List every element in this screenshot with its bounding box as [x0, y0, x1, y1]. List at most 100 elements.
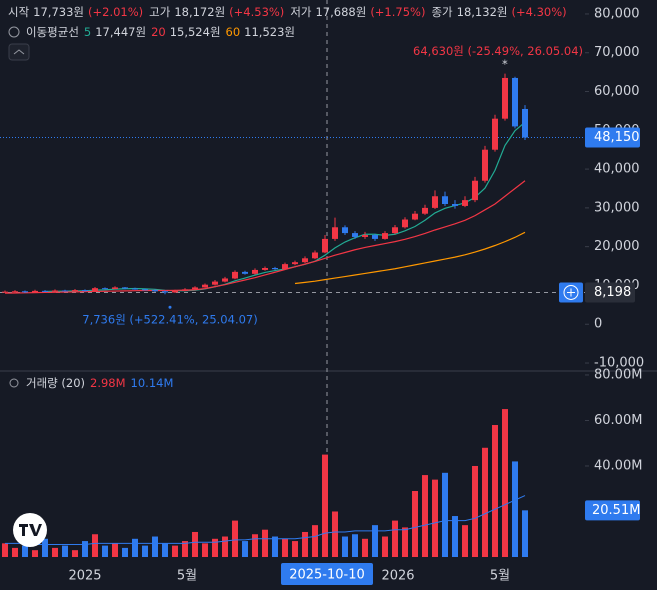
volume-bar	[62, 545, 68, 557]
add-alert-button[interactable]	[559, 282, 583, 303]
volume-legend-value: 10.14M	[131, 376, 174, 390]
volume-bar	[152, 536, 158, 557]
volume-bar	[112, 543, 118, 557]
legend-change: (+4.30%)	[511, 5, 566, 19]
volume-tick-label: 80.00M	[594, 367, 642, 382]
volume-bar	[322, 454, 328, 557]
y-tick-label: 0	[594, 317, 602, 332]
volume-bar	[72, 550, 78, 557]
candle-body	[382, 233, 388, 239]
candle-body	[422, 207, 428, 214]
volume-bar	[182, 541, 188, 557]
legend-label: 저가	[290, 5, 312, 19]
legend-label: 종가	[431, 5, 453, 19]
candle-body	[372, 235, 378, 239]
candle-body	[472, 180, 478, 201]
candle-body	[22, 291, 28, 293]
volume-bar	[472, 465, 478, 557]
candle-body	[62, 290, 68, 292]
y-tick-label: 60,000	[594, 84, 640, 99]
volume-bar	[92, 534, 98, 557]
volume-bar	[82, 541, 88, 557]
candle-body	[272, 267, 278, 270]
volume-bar	[432, 479, 438, 557]
volume-legend-value: 2.98M	[90, 376, 126, 390]
ma-period: 20	[151, 25, 166, 39]
volume-bar	[212, 538, 218, 557]
volume-bar	[42, 538, 48, 557]
volume-bar	[442, 472, 448, 557]
volume-legend: 거래량 (20) 2.98M 10.14M	[26, 376, 173, 390]
candle-body	[352, 233, 358, 237]
volume-bar	[372, 525, 378, 557]
volume-bar	[202, 543, 208, 557]
volume-bar	[222, 536, 228, 557]
x-tick-label: 5월	[177, 569, 197, 584]
volume-bar	[272, 536, 278, 557]
volume-bar	[332, 511, 338, 557]
candle-body	[102, 288, 108, 290]
candle-body	[392, 227, 398, 234]
candle-body	[522, 108, 528, 138]
ma-value: 11,523원	[244, 25, 295, 39]
y-tick-label: 70,000	[594, 45, 640, 60]
volume-bar	[122, 547, 128, 557]
ma-line	[4, 180, 526, 294]
hide-icon[interactable]	[8, 26, 20, 38]
candle-body	[362, 235, 368, 237]
candle-body	[332, 227, 338, 239]
crosshair-price-box	[585, 282, 635, 303]
candle-body	[342, 227, 348, 234]
volume-bar	[32, 550, 38, 557]
legend-label: 시작	[8, 5, 30, 19]
volume-bar	[312, 525, 318, 557]
ohlc-legend: 시작 17,733원 (+2.01%) 고가 18,172원 (+4.53%) 저가 17,6…	[8, 5, 567, 19]
volume-bar	[142, 545, 148, 557]
x-tick-label: 2025	[68, 569, 101, 584]
candle-body	[162, 291, 168, 293]
plot-layer: -10,000010,00020,00030,00040,00050,00060…	[0, 5, 644, 585]
candle-body	[182, 289, 188, 291]
volume-bar	[232, 520, 238, 557]
volume-bar	[22, 545, 28, 557]
volume-bar	[462, 525, 468, 557]
candle-body	[82, 290, 88, 292]
ma-period: 5	[84, 25, 91, 39]
candle-body	[492, 118, 498, 150]
candle-body	[482, 149, 488, 181]
volume-bar	[422, 475, 428, 557]
collapse-button[interactable]	[8, 43, 30, 61]
candle-body	[232, 271, 238, 279]
low-annotation: 7,736원 (+522.41%, 25.04.07)	[82, 313, 257, 327]
candle-body	[292, 262, 298, 265]
volume-bar	[252, 534, 258, 557]
volume-bar	[262, 529, 268, 557]
tradingview-logo	[13, 513, 47, 547]
candle-body	[512, 77, 518, 127]
candle-body	[462, 200, 468, 206]
legend-value: 18,172원	[174, 5, 225, 19]
volume-bar	[52, 547, 58, 557]
ma-legend-title: 이동평균선	[26, 25, 79, 39]
candle-body	[262, 267, 268, 270]
volume-bar	[132, 538, 138, 557]
candle-body	[442, 196, 448, 205]
volume-bar	[382, 536, 388, 557]
volume-bar	[342, 536, 348, 557]
volume-bar	[402, 527, 408, 557]
volume-bar	[172, 545, 178, 557]
candle-body	[242, 271, 248, 274]
volume-bar	[102, 545, 108, 557]
volume-eye-icon[interactable]	[9, 378, 19, 388]
candle-body	[312, 252, 318, 259]
candle-body	[502, 77, 508, 119]
candle-body	[322, 238, 328, 253]
volume-bar	[452, 516, 458, 557]
legend-value: 17,688원	[315, 5, 366, 19]
y-tick-label: -10,000	[594, 356, 644, 371]
legend-change: (+2.01%)	[88, 5, 143, 19]
candle-body	[252, 269, 258, 274]
legend-value: 17,733원	[33, 5, 84, 19]
